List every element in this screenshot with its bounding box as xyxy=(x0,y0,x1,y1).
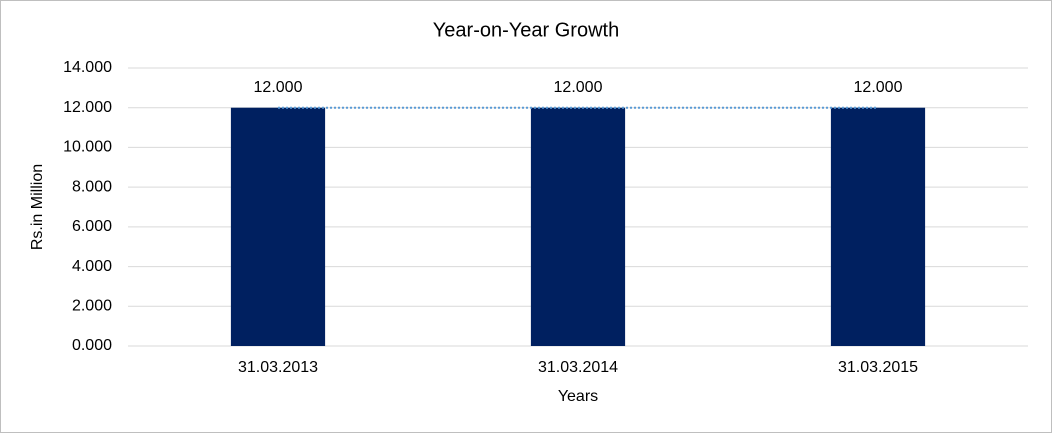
data-label: 12.000 xyxy=(554,79,603,96)
y-tick-label: 2.000 xyxy=(72,298,112,315)
y-axis-label: Rs.in Million xyxy=(29,164,46,250)
x-axis-label: Years xyxy=(558,388,598,405)
y-tick-label: 4.000 xyxy=(72,258,112,275)
bar xyxy=(230,107,326,346)
x-tick-label: 31.03.2014 xyxy=(538,359,618,376)
y-tick-label: 6.000 xyxy=(72,218,112,235)
y-tick-label: 8.000 xyxy=(72,178,112,195)
y-tick-label: 10.000 xyxy=(63,139,112,156)
data-label: 12.000 xyxy=(854,79,903,96)
data-label: 12.000 xyxy=(254,79,303,96)
bar xyxy=(530,107,626,346)
x-tick-label: 31.03.2013 xyxy=(238,359,318,376)
x-tick-label: 31.03.2015 xyxy=(838,359,918,376)
bar xyxy=(830,107,926,346)
y-tick-label: 0.000 xyxy=(72,337,112,354)
y-tick-label: 12.000 xyxy=(63,99,112,116)
y-tick-label: 14.000 xyxy=(63,59,112,76)
chart-title: Year-on-Year Growth xyxy=(433,19,619,41)
